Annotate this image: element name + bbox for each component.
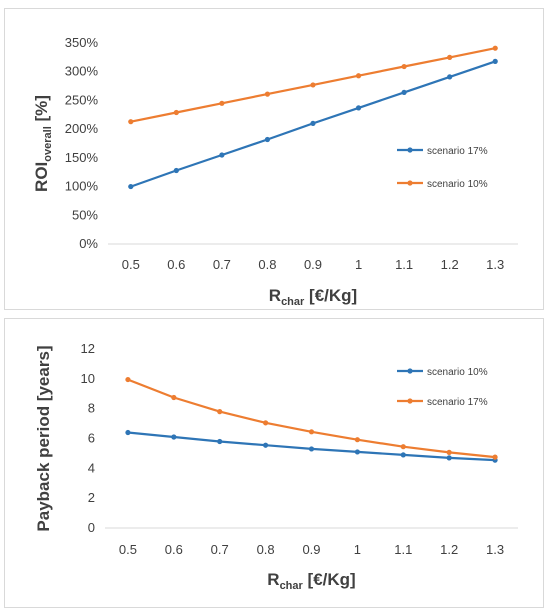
x-tick-label: 1.2 xyxy=(440,542,458,557)
y-tick-label: 0% xyxy=(79,236,98,251)
data-point xyxy=(492,454,498,460)
y-tick-label: 0 xyxy=(88,520,95,535)
y-tick-label: 350% xyxy=(65,35,99,50)
data-point xyxy=(355,105,362,111)
x-tick-label: 1.2 xyxy=(441,257,459,272)
x-tick-label: 0.9 xyxy=(302,542,320,557)
y-tick-label: 2 xyxy=(88,490,95,505)
data-point xyxy=(310,82,316,88)
roi-chart: 0% 50% 100% 150% 200% 250% 300% 350% 0.5 0.6 0.7 0.… xyxy=(32,35,518,308)
y-tick-label: 50% xyxy=(72,207,98,222)
x-tick-label: 0.7 xyxy=(213,257,231,272)
data-point xyxy=(264,91,271,97)
x-tick-label: 1 xyxy=(355,257,362,272)
data-point xyxy=(354,449,360,455)
data-point xyxy=(400,452,406,458)
legend-marker xyxy=(407,147,413,153)
data-point xyxy=(217,438,223,445)
data-point xyxy=(128,183,134,190)
x-tick-label: 1.3 xyxy=(486,257,504,272)
x-tick-label: 0.6 xyxy=(165,542,183,557)
data-point xyxy=(492,58,498,64)
x-tick-label: 0.6 xyxy=(167,257,185,272)
y-tick-label: 10 xyxy=(81,371,95,386)
y-tick-label: 250% xyxy=(65,92,99,107)
y-tick-label: 150% xyxy=(65,150,99,165)
data-point xyxy=(401,63,407,70)
data-point xyxy=(171,394,177,401)
data-point xyxy=(263,442,269,448)
x-tick-label: 1.3 xyxy=(486,542,504,557)
series-line xyxy=(127,378,496,459)
data-point xyxy=(446,455,452,461)
x-axis-title: Rchar [€/Kg] xyxy=(269,286,357,308)
y-tick-label: 200% xyxy=(65,121,99,136)
x-tick-label: 0.8 xyxy=(258,257,276,272)
data-point xyxy=(219,152,225,158)
legend-label: scenario 17% xyxy=(427,397,488,408)
x-tick-label: 0.9 xyxy=(304,257,322,272)
data-point xyxy=(128,119,134,125)
data-point xyxy=(492,45,498,51)
data-point xyxy=(308,446,315,452)
data-point xyxy=(125,376,131,383)
roi-chart-panel: 0% 50% 100% 150% 200% 250% 300% 350% 0.5 0.6 0.7 0.… xyxy=(4,8,544,310)
y-axis-title: Payback period [years] xyxy=(34,345,53,531)
x-tick-label: 0.8 xyxy=(257,542,275,557)
legend-marker xyxy=(407,398,413,404)
x-tick-label: 1.1 xyxy=(394,542,412,557)
y-tick-label: 12 xyxy=(81,341,95,356)
payback-chart-panel: 0 2 4 6 8 10 12 0.5 0.6 0.7 0.8 0.9 1 1.1 1.2 1.3 scenar… xyxy=(4,318,544,608)
data-point xyxy=(173,167,179,174)
y-tick-label: 100% xyxy=(65,179,99,194)
data-point xyxy=(264,136,271,143)
y-tick-label: 300% xyxy=(65,64,99,79)
data-point xyxy=(447,54,453,60)
data-point xyxy=(447,74,453,80)
x-axis-title: Rchar [€/Kg] xyxy=(267,570,355,592)
legend-label: scenario 17% xyxy=(427,146,488,157)
x-tick-label: 0.5 xyxy=(122,257,140,272)
data-point xyxy=(217,409,223,415)
series-line xyxy=(127,431,496,462)
x-tick-label: 1.1 xyxy=(395,257,413,272)
y-tick-label: 8 xyxy=(88,401,95,416)
y-axis-title: ROIoverall [%] xyxy=(32,95,54,192)
data-point xyxy=(263,420,269,426)
data-point xyxy=(355,73,362,79)
legend-marker xyxy=(407,368,413,374)
data-point xyxy=(401,89,407,95)
data-point xyxy=(171,434,177,440)
data-point xyxy=(173,109,179,116)
data-point xyxy=(400,444,406,450)
y-tick-label: 6 xyxy=(88,431,95,446)
data-point xyxy=(219,100,225,106)
x-tick-label: 0.5 xyxy=(119,542,137,557)
legend-label: scenario 10% xyxy=(427,367,488,378)
legend-label: scenario 10% xyxy=(427,179,488,190)
payback-chart: 0 2 4 6 8 10 12 0.5 0.6 0.7 0.8 0.9 1 1.1 1.2 1.3 scenar… xyxy=(34,341,518,592)
data-point xyxy=(354,437,360,443)
data-point xyxy=(308,429,315,435)
data-point xyxy=(446,449,452,455)
data-point xyxy=(125,429,131,436)
legend-marker xyxy=(407,180,413,186)
y-tick-label: 4 xyxy=(88,460,95,475)
x-tick-label: 1 xyxy=(354,542,361,557)
data-point xyxy=(310,120,316,126)
x-tick-label: 0.7 xyxy=(211,542,229,557)
